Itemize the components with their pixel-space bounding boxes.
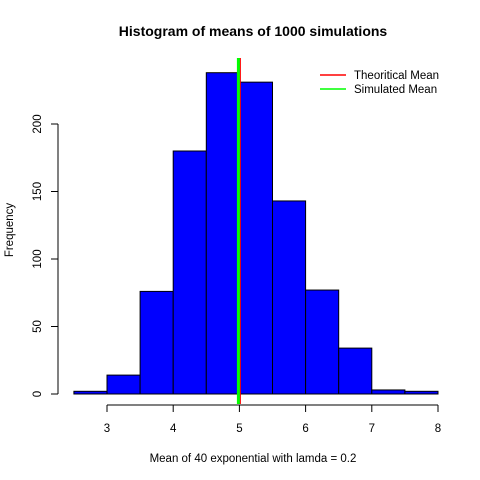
y-axis-label: Frequency bbox=[4, 203, 16, 258]
histogram-bar bbox=[139, 290, 174, 395]
y-tick-label: 100 bbox=[32, 249, 44, 268]
histogram-bar bbox=[272, 200, 307, 395]
histogram-bar bbox=[305, 289, 340, 395]
x-tick-label: 4 bbox=[170, 423, 177, 435]
x-axis: 3 4 5 6 7 8 bbox=[104, 404, 441, 435]
y-tick-label: 0 bbox=[32, 391, 44, 397]
y-tick-label: 150 bbox=[32, 182, 44, 201]
legend-label: Simulated Mean bbox=[354, 84, 437, 96]
histogram-bar bbox=[73, 390, 108, 395]
histogram-bar bbox=[106, 374, 141, 395]
histogram-bar bbox=[338, 347, 373, 395]
histogram-bar bbox=[404, 390, 439, 395]
x-tick-label: 5 bbox=[236, 423, 242, 435]
histogram-bar bbox=[238, 81, 273, 395]
legend: Theoritical Mean Simulated Mean bbox=[320, 70, 439, 96]
x-tick-label: 8 bbox=[435, 423, 441, 435]
chart-title: Histogram of means of 1000 simulations bbox=[119, 23, 388, 39]
mean-lines bbox=[236, 58, 241, 404]
x-tick-label: 6 bbox=[302, 423, 308, 435]
x-axis-label: Mean of 40 exponential with lamda = 0.2 bbox=[150, 453, 357, 465]
y-tick-label: 50 bbox=[32, 320, 44, 333]
histogram-bars bbox=[73, 72, 439, 395]
y-axis: 0 50 100 150 200 bbox=[32, 114, 59, 397]
legend-label: Theoritical Mean bbox=[354, 70, 439, 82]
histogram-bar bbox=[172, 150, 207, 395]
y-tick-label: 200 bbox=[32, 114, 44, 133]
histogram-bar bbox=[371, 389, 406, 395]
x-tick-label: 3 bbox=[104, 423, 110, 435]
x-tick-label: 7 bbox=[369, 423, 375, 435]
histogram-bar bbox=[205, 72, 240, 395]
